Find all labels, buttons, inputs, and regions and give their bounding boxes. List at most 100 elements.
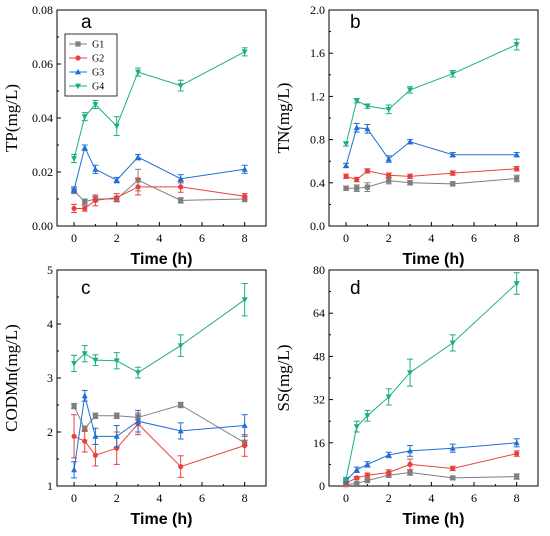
data-point [114, 413, 120, 419]
data-point [407, 180, 413, 186]
data-point [71, 186, 78, 192]
y-axis-label: TP(mg/L) [2, 84, 21, 152]
y-tick-label: 1 [47, 479, 53, 493]
data-point [407, 469, 413, 476]
data-point [241, 422, 248, 428]
data-point [113, 358, 120, 364]
x-tick-label: 2 [386, 491, 392, 505]
data-point [513, 439, 520, 446]
data-point [353, 98, 360, 104]
plot-frame [56, 269, 267, 487]
data-point [178, 184, 184, 190]
data-point [353, 424, 360, 430]
data-point [353, 466, 360, 473]
data-point [514, 166, 520, 172]
x-tick-label: 0 [343, 231, 349, 245]
y-tick-label: 64 [313, 306, 325, 320]
data-point [354, 185, 360, 191]
series-g2 [343, 166, 520, 183]
y-tick-label: 48 [313, 349, 325, 363]
x-tick-label: 4 [428, 491, 434, 505]
data-point [113, 176, 120, 183]
data-point [450, 475, 456, 481]
y-tick-label: 32 [313, 393, 325, 407]
y-tick-label: 2 [47, 425, 53, 439]
x-tick-label: 8 [242, 491, 248, 505]
panel-c: 0 2 4 6 8 1 2 3 4 5 Time (h) CODMn(mg/L) c [2, 263, 267, 528]
x-tick-label: 4 [156, 231, 162, 245]
series-line [73, 299, 245, 374]
series-line [73, 146, 245, 190]
data-point [364, 168, 370, 174]
y-tick-label: 0.08 [32, 3, 53, 17]
data-point [385, 106, 392, 113]
data-point [135, 69, 142, 76]
data-point [364, 472, 370, 478]
data-point [92, 452, 98, 458]
data-point [343, 173, 349, 179]
series-line [73, 395, 245, 470]
data-point [81, 144, 88, 151]
data-point [81, 351, 88, 357]
y-tick-label: 80 [313, 263, 325, 277]
series-g1 [343, 174, 520, 192]
data-point [407, 87, 414, 94]
data-point [407, 370, 414, 376]
data-point [92, 413, 98, 419]
x-tick-label: 6 [199, 491, 205, 505]
data-point [92, 166, 99, 172]
x-axis-label: Time (h) [403, 251, 465, 268]
data-point [343, 476, 350, 483]
data-point [177, 343, 184, 349]
y-tick-label: 0.04 [32, 111, 53, 125]
data-point [92, 197, 98, 203]
data-point [513, 151, 520, 158]
data-point [407, 138, 414, 145]
data-point [514, 473, 520, 480]
data-point [513, 42, 520, 48]
data-point [178, 402, 184, 408]
series-line [73, 179, 245, 203]
x-tick-label: 0 [71, 231, 77, 245]
data-point [449, 340, 456, 347]
x-tick-label: 6 [471, 231, 477, 245]
data-point [92, 102, 99, 108]
x-tick-label: 0 [71, 491, 77, 505]
data-point [343, 141, 350, 148]
data-point [82, 426, 88, 432]
data-point [241, 166, 248, 172]
legend-entry: G3 [92, 68, 104, 79]
y-tick-label: 0.8 [310, 133, 325, 147]
data-point [241, 297, 248, 303]
legend-marker [75, 55, 81, 61]
series-g4 [71, 47, 248, 164]
data-point [514, 175, 520, 182]
data-point [449, 71, 456, 77]
x-tick-label: 2 [386, 231, 392, 245]
panel-label: c [81, 278, 91, 299]
data-point [81, 392, 88, 399]
y-tick-label: 0.06 [32, 57, 53, 71]
data-point [449, 151, 456, 158]
data-point [354, 475, 360, 481]
series-g4 [343, 38, 520, 148]
x-tick-label: 4 [428, 231, 434, 245]
data-point [353, 124, 360, 131]
data-point [514, 451, 520, 457]
data-point [385, 155, 392, 162]
legend-marker [75, 83, 81, 90]
data-point [113, 123, 120, 130]
y-tick-label: 0.0 [310, 219, 325, 233]
data-point [92, 357, 99, 364]
series-line [345, 168, 517, 181]
legend: G1 G2 G3 G4 [64, 33, 118, 97]
data-point [71, 361, 78, 367]
x-tick-label: 4 [156, 491, 162, 505]
data-point [135, 184, 141, 190]
series-g4 [343, 272, 520, 483]
panel-label: d [350, 278, 361, 299]
data-point [385, 451, 392, 458]
y-tick-label: 1.6 [310, 46, 325, 60]
series-g3 [343, 438, 520, 483]
